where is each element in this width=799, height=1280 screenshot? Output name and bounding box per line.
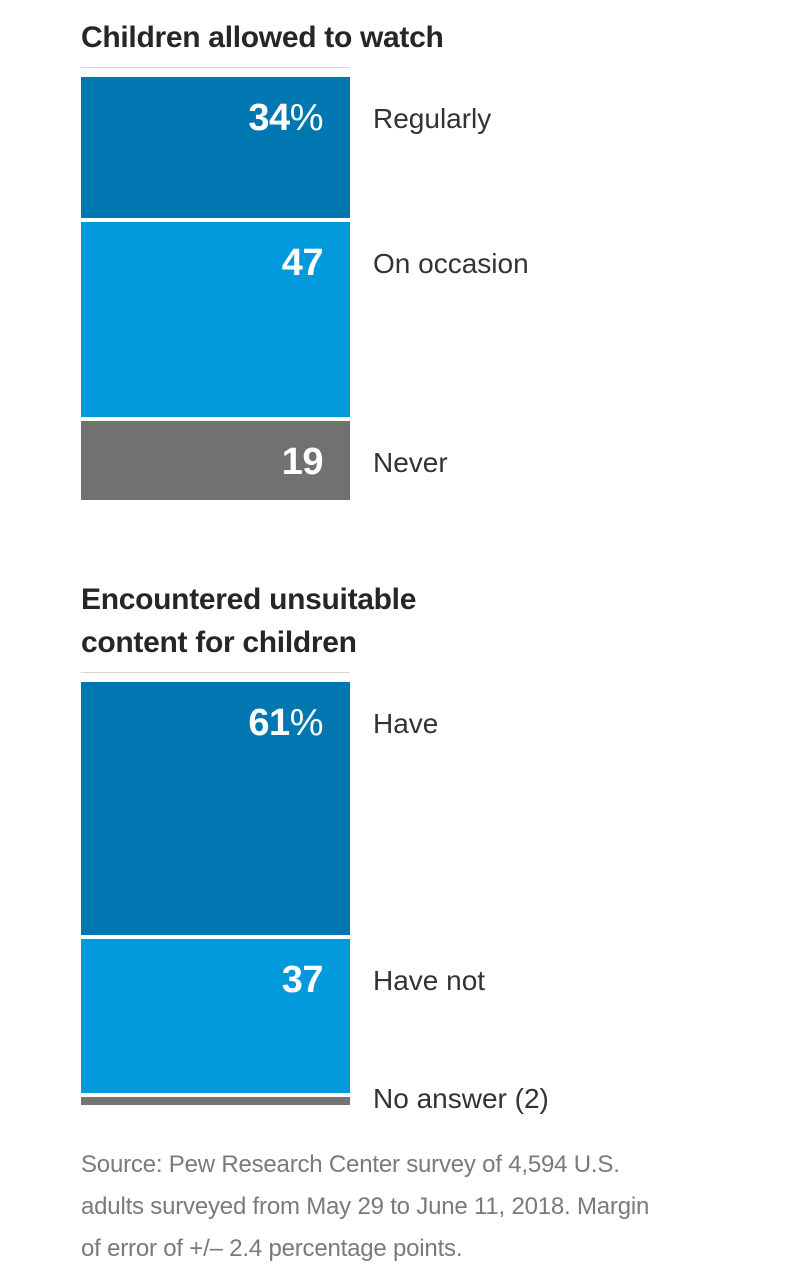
stacked-bar: 34% Regularly 47 On occasion 19 Never: [81, 77, 529, 500]
segment-value-label: 19: [281, 441, 324, 483]
segment-value-label: 34%: [248, 97, 323, 139]
chart-title-line-1: Encountered unsuitable: [81, 583, 417, 616]
chart-encountered-unsuitable-content: Encountered unsuitable content for child…: [81, 578, 549, 1114]
source-note-line-2: adults surveyed from May 29 to June 11, …: [81, 1193, 650, 1220]
chart-title-line-2: content for children: [81, 626, 357, 659]
bar-segment-have: 61% Have: [81, 682, 438, 935]
segment-value-label: 37: [281, 959, 324, 1001]
segment-value-label: 61%: [248, 702, 323, 744]
category-label: No answer (2): [373, 1083, 549, 1114]
bar-segment-regularly: 34% Regularly: [81, 77, 491, 218]
category-label: Regularly: [373, 103, 492, 134]
category-label: Have: [373, 708, 439, 739]
chart-title: Children allowed to watch: [81, 21, 444, 54]
segment-value-label: 47: [281, 242, 324, 284]
chart-children-allowed-to-watch: Children allowed to watch 34% Regularly 47…: [81, 16, 529, 500]
category-label: Have not: [373, 965, 486, 996]
source-note-line-1: Source: Pew Research Center survey of 4,…: [81, 1151, 620, 1178]
source-note: Source: Pew Research Center survey of 4,…: [81, 1144, 649, 1270]
top-rule: [81, 672, 350, 673]
bar-segment-have-not: 37 Have not: [81, 939, 485, 1093]
bar-segment-on-occasion: 47 On occasion: [81, 222, 529, 417]
stacked-bar: 61% Have 37 Have not No answer (2): [81, 682, 549, 1114]
bar-segment-no-answer-2: No answer (2): [81, 1083, 549, 1114]
source-note-line-3: of error of +/– 2.4 percentage points.: [81, 1235, 463, 1262]
top-rule: [81, 67, 350, 68]
category-label: On occasion: [373, 248, 529, 279]
category-label: Never: [373, 447, 448, 478]
bar-segment-never: 19 Never: [81, 421, 448, 500]
